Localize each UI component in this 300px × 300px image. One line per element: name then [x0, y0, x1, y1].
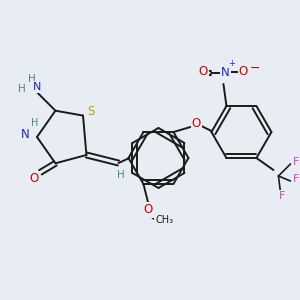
Text: N: N	[221, 65, 230, 79]
Text: O: O	[30, 172, 39, 185]
Text: S: S	[87, 105, 95, 118]
Text: N: N	[21, 128, 29, 140]
Text: F: F	[293, 157, 300, 167]
Text: N: N	[33, 82, 42, 92]
Text: −: −	[250, 61, 261, 74]
Text: F: F	[293, 174, 300, 184]
Text: O: O	[239, 64, 248, 77]
Text: H: H	[117, 170, 124, 180]
Text: O: O	[144, 203, 153, 217]
Text: O: O	[192, 116, 201, 130]
Text: CH₃: CH₃	[155, 215, 173, 225]
Text: H: H	[31, 118, 39, 128]
Text: H: H	[28, 74, 35, 84]
Text: H: H	[17, 84, 25, 94]
Text: +: +	[228, 58, 235, 68]
Text: F: F	[279, 191, 286, 201]
Text: O: O	[199, 64, 208, 77]
